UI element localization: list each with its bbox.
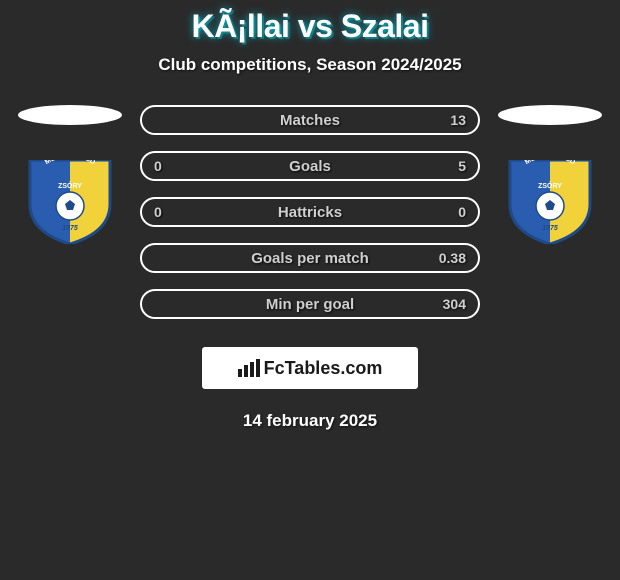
stat-right-value: 0.38 — [439, 250, 466, 266]
stat-label: Matches — [280, 112, 340, 129]
right-column: MEZŐKÖVESD ZSÓRY 1975 — [490, 105, 610, 244]
stat-label: Goals per match — [251, 250, 369, 267]
page-title: KÃ¡llai vs Szalai — [0, 8, 620, 45]
svg-text:1975: 1975 — [62, 225, 78, 232]
stat-row-min-per-goal: Min per goal 304 — [140, 289, 480, 319]
brand-badge[interactable]: FcTables.com — [202, 347, 418, 389]
stat-row-hattricks: 0 Hattricks 0 — [140, 197, 480, 227]
stat-right-value: 13 — [450, 112, 466, 128]
svg-text:1975: 1975 — [542, 225, 558, 232]
stat-right-value: 5 — [458, 158, 466, 174]
left-player-ellipse — [18, 105, 122, 125]
footer-date: 14 february 2025 — [0, 411, 620, 431]
stats-panel: Matches 13 0 Goals 5 0 Hattricks 0 Goals… — [140, 105, 480, 319]
stat-row-goals-per-match: Goals per match 0.38 — [140, 243, 480, 273]
brand-text: FcTables.com — [264, 358, 383, 379]
right-team-crest: MEZŐKÖVESD ZSÓRY 1975 — [500, 160, 600, 244]
right-player-ellipse — [498, 105, 602, 125]
bar-chart-icon — [238, 359, 260, 377]
stat-label: Min per goal — [266, 296, 354, 313]
svg-text:ZSÓRY: ZSÓRY — [538, 181, 562, 190]
left-team-crest: MEZŐKÖVESD ZSÓRY 1975 — [20, 160, 120, 244]
left-column: MEZŐKÖVESD ZSÓRY 1975 — [10, 105, 130, 244]
main-area: MEZŐKÖVESD ZSÓRY 1975 Matches 13 0 Goals… — [0, 105, 620, 319]
stat-left-value: 0 — [154, 158, 162, 174]
stat-right-value: 0 — [458, 204, 466, 220]
stat-left-value: 0 — [154, 204, 162, 220]
stat-right-value: 304 — [443, 296, 466, 312]
svg-text:ZSÓRY: ZSÓRY — [58, 181, 82, 190]
stat-label: Goals — [289, 158, 331, 175]
subtitle: Club competitions, Season 2024/2025 — [0, 55, 620, 75]
stat-row-matches: Matches 13 — [140, 105, 480, 135]
stat-label: Hattricks — [278, 204, 342, 221]
stat-row-goals: 0 Goals 5 — [140, 151, 480, 181]
